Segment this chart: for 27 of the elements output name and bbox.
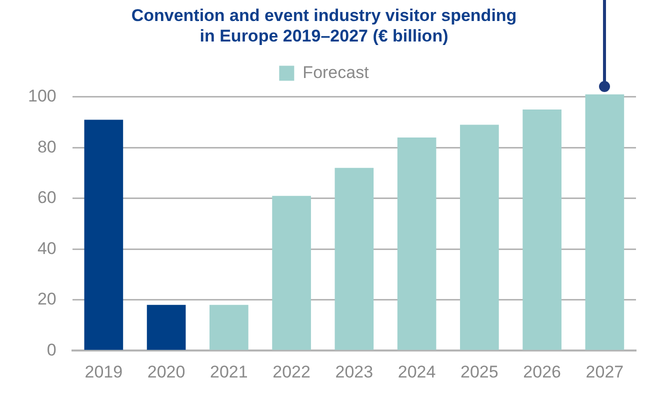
bar bbox=[146, 304, 186, 350]
y-tick-label: 40 bbox=[37, 238, 56, 258]
x-tick-label: 2025 bbox=[460, 362, 498, 382]
bar bbox=[84, 120, 124, 350]
bar bbox=[210, 304, 248, 350]
text: in Europe 2019–2027 (€ billion) bbox=[200, 26, 448, 46]
text: Convention and event industry visitor spending bbox=[131, 6, 517, 25]
x-tick-label: 2021 bbox=[210, 362, 248, 382]
x-tick-label: 2023 bbox=[335, 362, 374, 382]
y-tick-label: 0 bbox=[46, 340, 56, 360]
bar bbox=[585, 94, 624, 350]
y-tick-label: 60 bbox=[37, 188, 56, 208]
bar bbox=[397, 137, 436, 350]
x-tick-label: 2026 bbox=[523, 362, 561, 382]
bar bbox=[522, 110, 562, 350]
x-tick-label: 2019 bbox=[84, 362, 123, 382]
y-tick-label: 100 bbox=[28, 86, 56, 106]
x-tick-label: 2027 bbox=[586, 362, 624, 382]
legend-label: Forecast bbox=[302, 62, 370, 82]
x-tick-label: 2024 bbox=[398, 362, 436, 382]
bar bbox=[460, 124, 499, 350]
x-tick-label: 2022 bbox=[272, 362, 310, 382]
y-tick-label: 20 bbox=[37, 290, 56, 309]
y-tick-label: 80 bbox=[37, 137, 56, 156]
x-tick-label: 2020 bbox=[147, 362, 186, 382]
bar bbox=[272, 196, 311, 350]
bar bbox=[334, 168, 374, 350]
